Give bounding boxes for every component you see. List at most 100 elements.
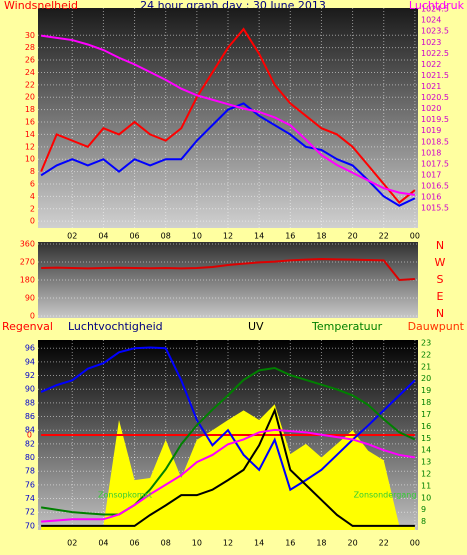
x-tick-label: 16 [285,539,295,548]
y-tick-label: 80 [25,453,35,462]
direction-label: E [437,290,444,303]
legend-label: UV [248,320,264,333]
annotation: Zonsopkomst [98,491,152,500]
x-tick-label: 10 [192,232,202,241]
legend-label: Temperatuur [311,320,383,333]
y2-tick-label: 10 [421,493,431,502]
x-tick-label: 20 [347,232,357,241]
y2-tick-label: 14 [421,446,431,455]
y-tick-label: 0 [30,217,35,226]
y2-tick-label: 16 [421,422,431,431]
y2-tick-label: 1016 [421,193,441,202]
y-tick-label: 78 [25,467,35,476]
direction-label: N [436,307,444,320]
y2-tick-label: 1020 [421,104,441,113]
rain-tick-label: 0 [27,431,32,440]
y-tick-label: 10 [25,155,35,164]
y-tick-label: 360 [20,240,35,249]
y2-tick-label: 1015.5 [421,204,449,213]
y2-tick-label: 19 [421,386,431,395]
y-tick-label: 88 [25,398,35,407]
x-tick-label: 00 [410,539,420,548]
y-tick-label: 30 [25,31,35,40]
y2-tick-label: 15 [421,434,431,443]
y-tick-label: 96 [25,344,35,353]
y-tick-label: 94 [25,357,35,366]
y-tick-label: 92 [25,371,35,380]
y-tick-label: 76 [25,480,35,489]
y-tick-label: 90 [25,294,35,303]
legend-label: Regenval [2,320,53,333]
series-line [40,34,416,196]
y2-tick-label: 1016.5 [421,181,449,190]
series-line [40,102,416,207]
series-line [40,366,416,516]
series-line [41,428,416,523]
y2-tick-label: 1023 [421,38,441,47]
y2-tick-label: 17 [421,410,431,419]
y2-tick-label: 1021 [421,82,441,91]
y2-tick-label: 1020.5 [421,93,449,102]
x-tick-label: 20 [347,539,357,548]
y-tick-label: 270 [20,258,35,267]
series-line [41,407,415,527]
y-tick-label: 72 [25,508,35,517]
y-tick-label: 12 [25,142,35,151]
x-tick-label: 16 [285,232,295,241]
y2-tick-label: 1021.5 [421,71,449,80]
y2-tick-label: 22 [421,350,431,359]
y2-tick-label: 1018 [421,148,441,157]
y2-tick-label: 1022 [421,60,441,69]
y-tick-label: 24 [25,68,35,77]
y2-tick-label: 20 [421,374,431,383]
annotation: Zonsondergang [354,491,417,500]
x-tick-label: 04 [98,232,108,241]
direction-label: S [437,273,444,286]
legend-label: Windsnelheid [4,0,78,12]
y-tick-label: 90 [25,385,35,394]
legend-label: Luchtdruk [409,0,465,12]
y-tick-label: 86 [25,412,35,421]
x-tick-label: 06 [129,232,139,241]
y-tick-label: 6 [30,180,35,189]
x-tick-label: 02 [67,539,77,548]
y-tick-label: 22 [25,80,35,89]
y-tick-label: 4 [30,192,35,201]
y2-tick-label: 1024 [421,16,441,25]
y2-tick-label: 8 [421,517,426,526]
y-tick-label: 180 [20,276,35,285]
x-tick-label: 22 [379,232,389,241]
y2-tick-label: 23 [421,338,431,347]
x-tick-label: 22 [379,539,389,548]
x-tick-label: 00 [410,232,420,241]
y2-tick-label: 12 [421,470,431,479]
y-tick-label: 28 [25,43,35,52]
x-tick-label: 18 [316,539,326,548]
y2-tick-label: 1024.5 [421,5,449,14]
y2-tick-label: 13 [421,458,431,467]
x-tick-label: 10 [192,539,202,548]
y-tick-label: 2 [30,204,35,213]
series-line [41,257,415,282]
y2-tick-label: 21 [421,362,431,371]
y2-tick-label: 1023.5 [421,27,449,36]
x-tick-label: 04 [98,539,108,548]
direction-label: W [435,256,446,269]
x-tick-label: 12 [223,539,233,548]
x-tick-label: 12 [223,232,233,241]
y-tick-label: 74 [25,494,35,503]
y-tick-label: 14 [25,130,35,139]
y2-tick-label: 1018.5 [421,137,449,146]
x-tick-label: 08 [161,539,171,548]
y2-tick-label: 1019.5 [421,115,449,124]
y-tick-label: 16 [25,118,35,127]
x-tick-label: 02 [67,232,77,241]
x-tick-label: 14 [254,232,264,241]
y-tick-label: 26 [25,56,35,65]
series-line [40,27,416,204]
x-tick-label: 14 [254,539,264,548]
legend-label: Dauwpunt [408,320,465,333]
legend-label: Luchtvochtigheid [68,320,163,333]
direction-label: N [436,239,444,252]
